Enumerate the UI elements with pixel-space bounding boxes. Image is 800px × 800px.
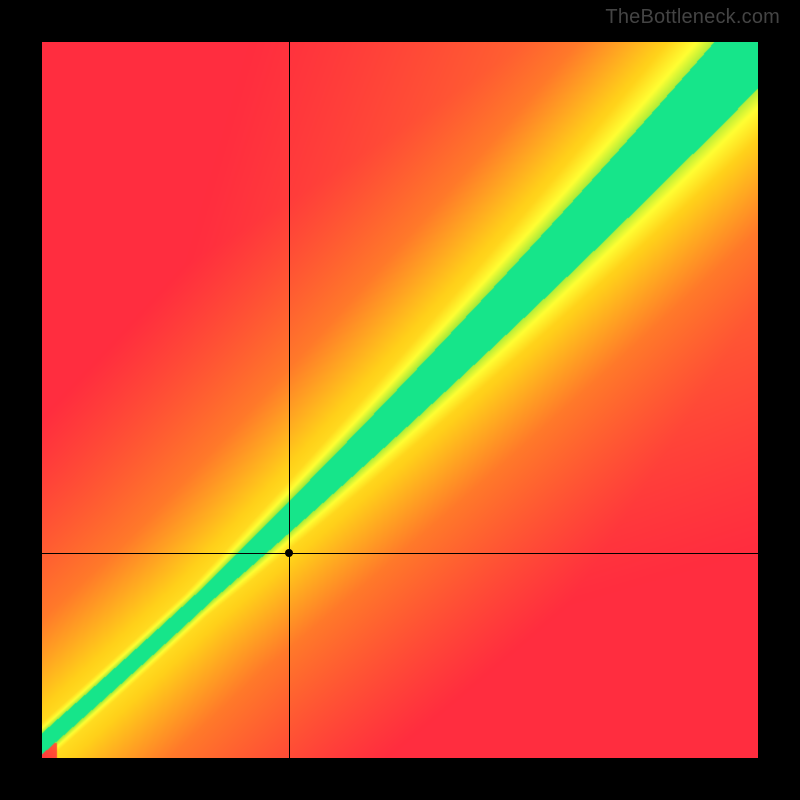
crosshair-vertical xyxy=(289,42,290,758)
chart-container: TheBottleneck.com xyxy=(0,0,800,800)
attribution-text: TheBottleneck.com xyxy=(605,6,780,29)
heatmap-area xyxy=(42,42,758,758)
crosshair-horizontal xyxy=(42,553,758,554)
crosshair-marker xyxy=(285,549,293,557)
heatmap-canvas xyxy=(42,42,758,758)
